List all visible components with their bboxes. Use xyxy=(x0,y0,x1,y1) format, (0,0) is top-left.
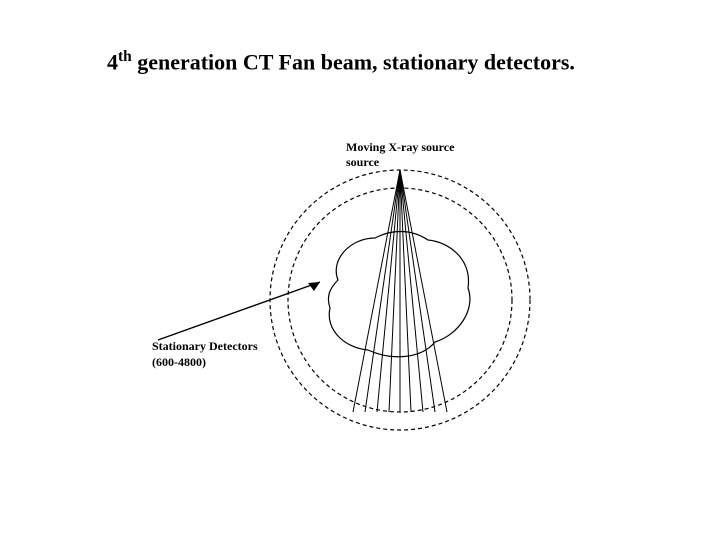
arrow-head xyxy=(308,282,320,291)
label-moving-source-line1: Moving X-ray source xyxy=(346,140,454,155)
label-stationary-detectors-line2: (600-4800) xyxy=(152,355,206,370)
detector-pointer-arrow xyxy=(150,270,340,350)
title-sup: th xyxy=(118,48,132,65)
title-rest: generation CT Fan beam, stationary detec… xyxy=(132,49,575,74)
fan-beam-group xyxy=(353,170,447,412)
fan-beam-ray xyxy=(400,170,447,412)
fan-beam-ray xyxy=(353,170,400,412)
fan-beam-ray xyxy=(377,170,400,412)
arrow-line xyxy=(158,282,320,340)
page-title: 4th generation CT Fan beam, stationary d… xyxy=(107,48,575,75)
title-prefix: 4 xyxy=(107,49,118,74)
fan-beam-ray xyxy=(400,170,423,412)
patient-blob xyxy=(328,232,470,357)
